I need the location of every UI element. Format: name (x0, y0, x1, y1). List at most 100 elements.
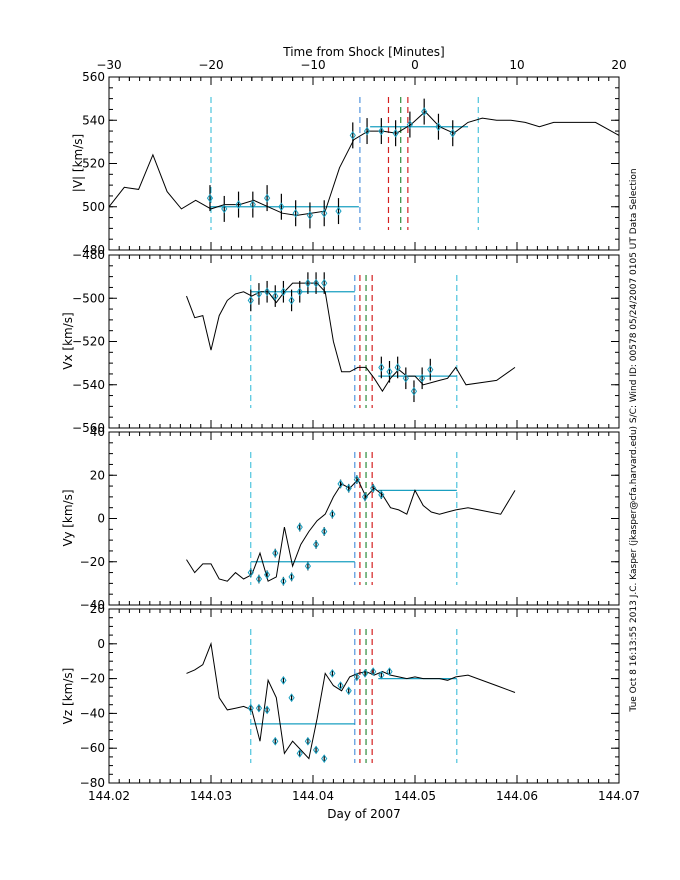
data-point-marker (312, 540, 320, 549)
data-point-marker (402, 373, 409, 383)
data-point-marker (306, 211, 314, 220)
x-tick-label: 144.03 (190, 789, 232, 803)
data-point-marker (406, 120, 414, 129)
data-point-marker (363, 126, 371, 136)
data-point-marker (378, 363, 385, 372)
data-point-marker (312, 278, 320, 288)
data-point-marker (427, 365, 434, 374)
data-point-marker (378, 126, 385, 136)
y-tick-label: −540 (72, 378, 105, 392)
data-point-marker (419, 373, 426, 383)
ylabel-vx: Vx [km/s] (61, 312, 75, 369)
x-axis-title: Day of 2007 (327, 807, 400, 821)
data-point-marker (255, 289, 263, 299)
data-point-marker (378, 670, 385, 680)
y-tick-label: −560 (72, 421, 105, 435)
data-point-marker (263, 705, 271, 715)
data-point-marker (296, 287, 303, 297)
data-point-marker (272, 291, 279, 301)
y-tick-label: −80 (80, 776, 105, 790)
data-point-marker (410, 386, 418, 396)
data-point-marker (435, 122, 442, 132)
panel-Vy-plot (186, 452, 516, 586)
data-point-marker (361, 492, 369, 502)
top-axis-title: Time from Shock [Minutes] (282, 45, 444, 59)
x-tick-label: 144.04 (292, 789, 334, 803)
data-point-marker (247, 296, 254, 305)
ylabel-vz: Vz [km/s] (61, 668, 75, 725)
data-point-marker (449, 128, 456, 138)
series-line (186, 641, 516, 760)
data-point-marker (378, 490, 385, 500)
data-point-marker (255, 574, 263, 584)
y-tick-label: −520 (72, 335, 105, 349)
data-point-marker (353, 672, 360, 682)
data-point-marker (272, 736, 279, 746)
data-point-marker (278, 202, 285, 212)
series-line (186, 478, 516, 582)
panel-frame (108, 608, 620, 784)
ylabel-vy: Vy [km/s] (61, 489, 75, 546)
y-tick-label: 0 (97, 637, 105, 651)
data-point-marker (288, 693, 295, 703)
data-point-marker (247, 568, 254, 577)
data-point-marker (235, 200, 242, 209)
panel-frame (108, 431, 620, 606)
series-line (109, 110, 619, 216)
data-point-marker (353, 475, 360, 484)
ylabel-speed: |V| [km/s] (71, 134, 85, 192)
panel-Vx-plot (186, 272, 516, 408)
data-point-marker (337, 681, 344, 690)
y-tick-label: 20 (90, 602, 105, 616)
data-point-marker (386, 367, 393, 377)
data-point-marker (263, 287, 271, 297)
y-tick-label: 480 (82, 243, 105, 257)
data-point-marker (321, 278, 328, 288)
y-tick-label: 40 (90, 425, 105, 439)
top-axis-tick-label: −10 (300, 58, 325, 72)
y-tick-label: 20 (90, 468, 105, 482)
data-point-marker (321, 754, 328, 764)
data-point-marker (280, 675, 287, 685)
data-point-marker (272, 548, 279, 558)
y-tick-label: 540 (82, 113, 105, 127)
data-point-marker (206, 193, 214, 203)
data-point-marker (304, 561, 312, 571)
x-tick-label: 144.05 (394, 789, 436, 803)
data-point-marker (329, 509, 336, 519)
y-tick-label: 560 (82, 70, 105, 84)
top-axis-tick-label: 20 (611, 58, 626, 72)
data-point-marker (321, 208, 328, 218)
y-tick-label: 520 (82, 157, 105, 171)
data-point-marker (221, 204, 228, 214)
data-point-marker (335, 206, 342, 216)
y-tick-label: −40 (80, 706, 105, 720)
top-axis-tick-label: −30 (96, 58, 121, 72)
data-point-marker (292, 208, 299, 218)
data-point-marker (304, 736, 312, 746)
data-point-marker (329, 669, 336, 678)
data-point-marker (296, 522, 303, 532)
y-tick-label: −500 (72, 291, 105, 305)
top-axis-tick-label: 10 (509, 58, 524, 72)
panel-V-plot (109, 97, 619, 230)
y-tick-label: −60 (80, 741, 105, 755)
data-point-marker (312, 745, 320, 755)
y-tick-label: −480 (72, 248, 105, 262)
data-point-marker (280, 287, 287, 297)
top-axis-tick-label: 0 (411, 58, 419, 72)
data-point-marker (349, 131, 356, 140)
panel-frame (108, 76, 620, 251)
data-point-marker (386, 667, 393, 677)
panel-frame (108, 254, 620, 429)
data-point-marker (421, 107, 428, 116)
data-point-marker (263, 193, 271, 203)
data-point-marker (296, 749, 303, 758)
data-point-marker (345, 483, 352, 493)
data-point-marker (345, 686, 352, 696)
data-point-marker (394, 363, 401, 372)
data-point-marker (321, 527, 328, 536)
data-point-marker (392, 128, 399, 138)
x-tick-label: 144.07 (598, 789, 640, 803)
